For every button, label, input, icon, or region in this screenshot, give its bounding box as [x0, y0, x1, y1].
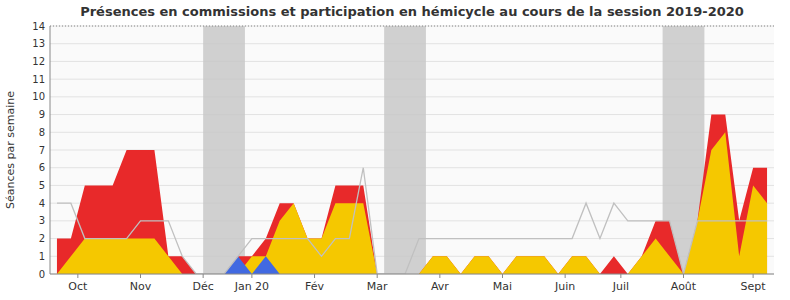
y-axis-line — [50, 26, 51, 274]
x-tick-label: Mai — [493, 280, 512, 293]
x-tick-label: Sept — [741, 280, 767, 293]
y-tick-label: 14 — [32, 21, 45, 32]
y-tick-label: 1 — [39, 251, 45, 262]
y-tick-label: 11 — [32, 74, 45, 85]
x-tick-label: Juin — [554, 280, 575, 293]
x-tick — [77, 274, 78, 278]
y-tick-label: 9 — [39, 109, 45, 120]
area — [57, 256, 767, 274]
x-tick-label: Jan 20 — [234, 280, 269, 293]
x-axis-line — [50, 274, 774, 275]
y-tick-label: 5 — [39, 180, 45, 191]
x-tick-label: Avr — [431, 280, 449, 293]
y-tick-label: 12 — [32, 56, 45, 67]
x-tick-label: Oct — [68, 280, 88, 293]
x-tick — [140, 274, 141, 278]
x-tick-label: Juil — [612, 280, 629, 293]
x-tick — [203, 274, 204, 278]
x-tick — [502, 274, 503, 278]
grid — [50, 26, 774, 274]
plot-area — [57, 26, 767, 274]
x-tick-label: Fév — [305, 280, 324, 293]
range-top-line — [50, 26, 774, 27]
y-tick-label: 2 — [39, 233, 45, 244]
y-tick-label: 4 — [39, 198, 45, 209]
area — [57, 132, 767, 274]
title: Présences en commissions et participatio… — [80, 4, 744, 19]
x-tick — [314, 274, 315, 278]
band — [203, 26, 245, 274]
x-tick — [439, 274, 440, 278]
y-tick-label: 3 — [39, 215, 45, 226]
area — [57, 115, 767, 274]
y-tick-label: 7 — [39, 145, 45, 156]
axes: 01234567891011121314OctNovDécJan 20FévMa… — [32, 21, 774, 294]
y-tick-label: 8 — [39, 127, 45, 138]
grid-line — [50, 274, 774, 275]
band — [384, 26, 426, 274]
y-tick-label: 13 — [32, 38, 45, 49]
x-tick-label: Déc — [193, 280, 214, 293]
x-tick — [620, 274, 621, 278]
x-tick — [251, 274, 252, 278]
x-tick — [753, 274, 754, 278]
x-tick — [565, 274, 566, 278]
y-tick-label: 6 — [39, 162, 45, 173]
x-tick-label: Mar — [367, 280, 388, 293]
y-tick-label: 10 — [32, 91, 45, 102]
y-axis-label: Séances par semaine — [4, 91, 17, 209]
x-tick — [683, 274, 684, 278]
x-tick-label: Nov — [130, 280, 152, 293]
chart: 01234567891011121314OctNovDécJan 20FévMa… — [0, 0, 790, 300]
x-tick — [377, 274, 378, 278]
y-tick-label: 0 — [39, 269, 45, 280]
line — [57, 168, 767, 274]
plot-background — [50, 26, 774, 274]
x-tick-label: Août — [671, 280, 697, 293]
